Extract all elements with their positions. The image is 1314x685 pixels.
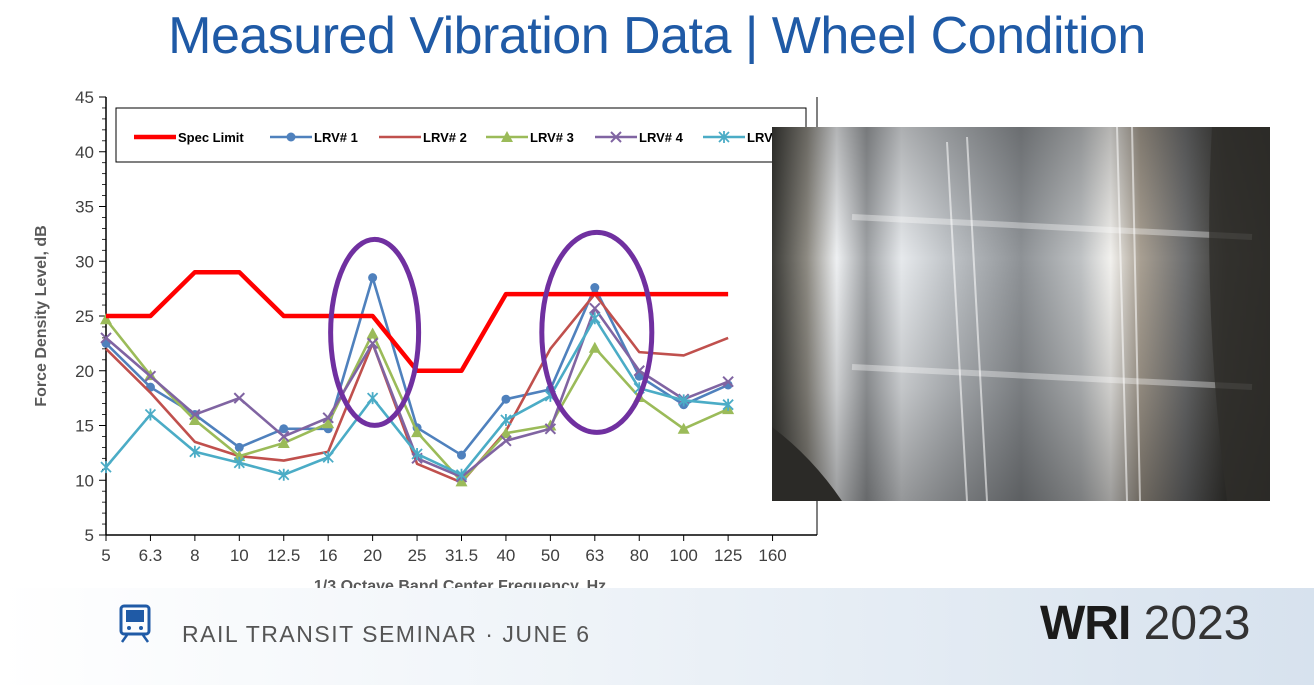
axes-layer: 5 10 15 20 25 30 35 40 45 5 6.3 8 10 12.5 16 20 25 31.5 40… xyxy=(75,88,818,565)
data-point xyxy=(411,426,424,438)
vibration-chart: 5 10 15 20 25 30 35 40 45 5 6.3 8 10 12.5 16 20 25 31.5 40… xyxy=(33,88,818,595)
legend-label: Spec Limit xyxy=(178,130,244,145)
data-point xyxy=(501,394,511,404)
data-point xyxy=(588,341,601,353)
data-point xyxy=(722,398,734,411)
data-point xyxy=(722,375,734,388)
x-tick-label: 6.3 xyxy=(139,546,163,565)
data-point xyxy=(411,447,423,460)
data-point xyxy=(233,392,246,404)
legend-box xyxy=(115,107,807,163)
data-point xyxy=(144,408,157,421)
x-tick-label: 10 xyxy=(230,546,249,565)
y-tick-label: 40 xyxy=(75,143,94,162)
x-tick-label: 40 xyxy=(496,546,515,565)
highlight-ellipse xyxy=(539,229,655,435)
data-point xyxy=(100,461,112,474)
data-point xyxy=(322,417,335,429)
legend-label: LRV# 4 xyxy=(639,130,684,145)
data-point xyxy=(100,313,112,325)
series-line xyxy=(105,292,729,484)
data-point xyxy=(500,414,512,427)
data-point xyxy=(233,450,246,462)
data-point xyxy=(100,332,112,344)
highlight-ellipse xyxy=(328,236,422,428)
data-point xyxy=(366,337,379,350)
y-tick-label: 45 xyxy=(75,88,94,107)
y-axis-label: Force Density Level, dB xyxy=(33,225,50,406)
train-icon xyxy=(119,604,151,643)
footer-seminar-text: RAIL TRANSIT SEMINAR · JUNE 6 xyxy=(182,621,591,647)
x-tick-label: 25 xyxy=(408,546,427,565)
data-point xyxy=(633,365,645,377)
data-point xyxy=(322,412,334,424)
x-tick-label: 125 xyxy=(714,546,742,565)
data-point xyxy=(144,370,157,382)
legend-label: LRV# 3 xyxy=(530,130,574,145)
data-point xyxy=(189,445,201,458)
x-tick-label: 80 xyxy=(630,546,649,565)
data-point xyxy=(610,131,622,143)
series-lrv-5 xyxy=(100,312,734,481)
data-point xyxy=(234,442,244,452)
data-point xyxy=(677,422,690,434)
data-point xyxy=(455,475,468,487)
x-tick-label: 16 xyxy=(319,546,338,565)
data-point xyxy=(366,392,379,405)
data-point xyxy=(544,419,557,431)
data-point xyxy=(455,468,468,481)
wheel-photo xyxy=(772,127,1270,501)
data-point xyxy=(499,427,512,439)
x-tick-label: 63 xyxy=(585,546,604,565)
legend-label: LRV# 2 xyxy=(423,130,467,145)
data-point xyxy=(233,456,245,469)
y-tick-label: 25 xyxy=(75,307,94,326)
data-point xyxy=(501,131,513,142)
data-point xyxy=(278,430,290,443)
data-point xyxy=(500,435,512,447)
series-lrv-2 xyxy=(105,292,729,484)
y-tick-label: 20 xyxy=(75,362,94,381)
x-tick-label: 20 xyxy=(363,546,382,565)
data-point xyxy=(189,408,201,421)
y-tick-label: 10 xyxy=(75,471,94,490)
x-tick-label: 8 xyxy=(190,546,199,565)
y-tick-label: 15 xyxy=(75,417,94,436)
annotation-layer xyxy=(328,229,655,435)
x-tick-label: 31.5 xyxy=(445,546,478,565)
x-tick-label: 5 xyxy=(101,546,110,565)
data-point xyxy=(366,327,379,339)
data-point xyxy=(544,423,557,435)
x-tick-label: 50 xyxy=(541,546,560,565)
brand-name: WRI xyxy=(1040,597,1131,650)
data-point xyxy=(590,283,600,293)
x-tick-label: 160 xyxy=(758,546,786,565)
data-point xyxy=(589,302,601,315)
legend-label: LRV# 1 xyxy=(314,130,358,145)
footer-band xyxy=(0,588,1314,685)
x-tick-label: 100 xyxy=(670,546,698,565)
data-point xyxy=(277,437,290,449)
data-point xyxy=(457,450,466,460)
x-tick-label: 12.5 xyxy=(267,546,300,565)
data-point xyxy=(188,414,201,426)
slide-title: Measured Vibration Data | Wheel Conditio… xyxy=(168,7,1146,65)
y-tick-label: 30 xyxy=(75,252,94,271)
footer-brand: WRI 2023 xyxy=(1040,596,1250,651)
data-point xyxy=(368,273,378,283)
data-point xyxy=(589,312,601,325)
data-point xyxy=(718,131,730,143)
data-point xyxy=(286,132,296,142)
data-point xyxy=(678,394,690,407)
y-tick-label: 35 xyxy=(75,198,94,217)
y-tick-label: 5 xyxy=(85,526,94,545)
data-point xyxy=(278,468,290,481)
legend: Spec Limit LRV# 1 LRV# 2 LRV# 3 LRV# 4 LRV# 5 xyxy=(115,107,807,163)
data-point xyxy=(279,424,289,434)
brand-year: 2023 xyxy=(1143,597,1251,650)
data-point xyxy=(322,451,334,464)
